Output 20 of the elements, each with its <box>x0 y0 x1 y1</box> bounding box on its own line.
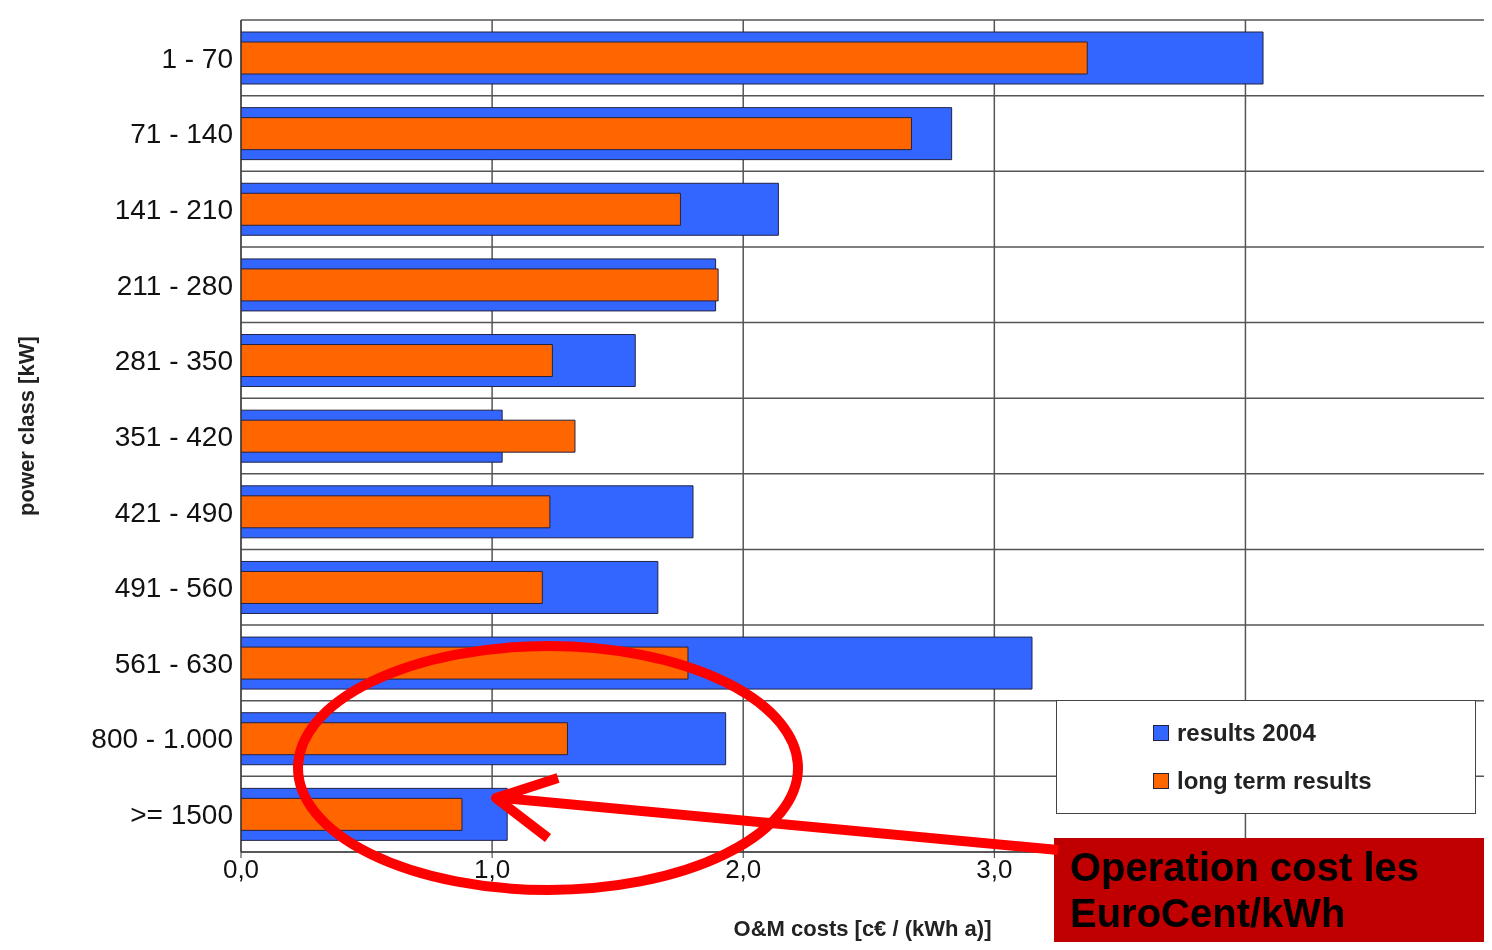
y-tick-label: 281 - 350 <box>114 345 233 377</box>
y-tick-label: 351 - 420 <box>114 420 233 452</box>
y-tick-label: 211 - 280 <box>116 269 233 301</box>
annotation: Operation cost les EuroCent/kWh <box>1054 838 1484 942</box>
y-tick-label: 141 - 210 <box>114 194 233 226</box>
y-tick-label: 71 - 140 <box>130 118 233 150</box>
x-tick-label: 0,0 <box>222 854 260 885</box>
x-tick-label: 2,0 <box>725 854 762 885</box>
y-axis-title: power class [kW] <box>13 336 39 516</box>
legend-label: long term results <box>1176 766 1373 796</box>
x-axis-title: O&M costs [c€ / (kWh a)] <box>733 916 992 941</box>
y-tick-label: 800 - 1.000 <box>91 723 233 755</box>
x-tick-label: 1,0 <box>474 854 511 885</box>
y-tick-label: 421 - 490 <box>114 496 233 528</box>
y-tick-label: 491 - 560 <box>114 572 233 604</box>
legend-label: results 2004 <box>1176 718 1317 748</box>
y-tick-label: 561 - 630 <box>114 647 233 679</box>
y-tick-label: 1 - 70 <box>161 42 233 74</box>
y-tick-label: >= 1500 <box>130 799 233 831</box>
x-tick-label: 3,0 <box>976 854 1013 885</box>
